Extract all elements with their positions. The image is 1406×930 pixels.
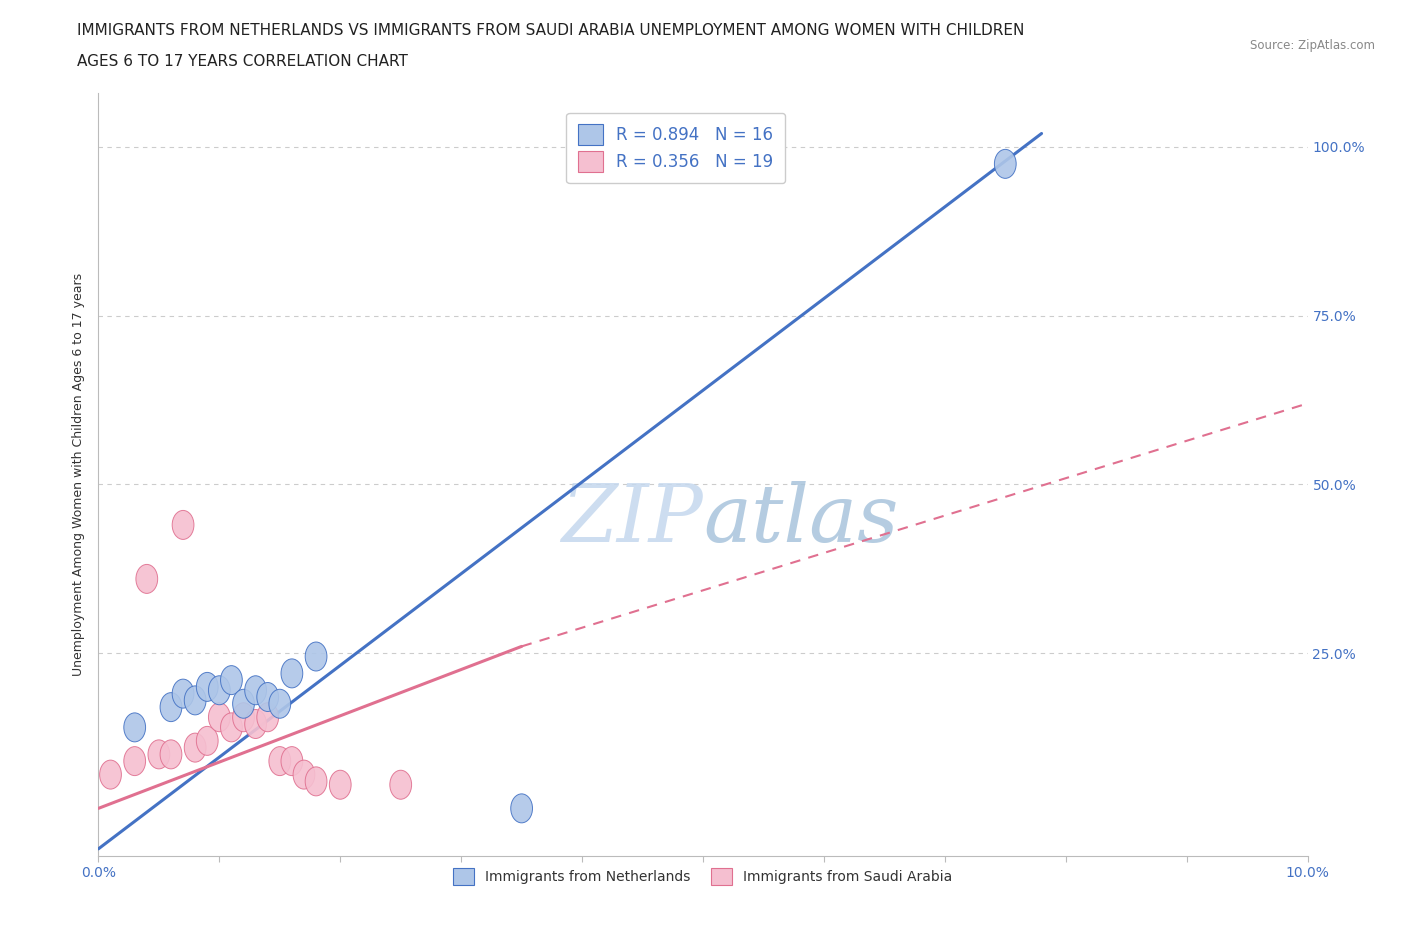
Ellipse shape [208,676,231,705]
Text: IMMIGRANTS FROM NETHERLANDS VS IMMIGRANTS FROM SAUDI ARABIA UNEMPLOYMENT AMONG W: IMMIGRANTS FROM NETHERLANDS VS IMMIGRANT… [77,23,1025,38]
Ellipse shape [389,770,412,799]
Text: atlas: atlas [703,482,898,559]
Ellipse shape [305,767,328,796]
Ellipse shape [221,666,242,695]
Text: ZIP: ZIP [561,482,703,559]
Ellipse shape [245,710,267,738]
Ellipse shape [124,747,146,776]
Ellipse shape [136,565,157,593]
Ellipse shape [172,511,194,539]
Ellipse shape [994,150,1017,179]
Ellipse shape [184,686,207,715]
Ellipse shape [160,740,181,769]
Ellipse shape [245,676,267,705]
Ellipse shape [197,672,218,701]
Text: AGES 6 TO 17 YEARS CORRELATION CHART: AGES 6 TO 17 YEARS CORRELATION CHART [77,54,408,69]
Ellipse shape [221,713,242,742]
Ellipse shape [232,689,254,718]
Ellipse shape [184,733,207,762]
Ellipse shape [232,703,254,732]
Ellipse shape [752,153,775,181]
Ellipse shape [305,642,328,671]
Y-axis label: Unemployment Among Women with Children Ages 6 to 17 years: Unemployment Among Women with Children A… [72,272,86,676]
Ellipse shape [124,713,146,742]
Ellipse shape [281,658,302,688]
Ellipse shape [269,747,291,776]
Ellipse shape [292,760,315,790]
Ellipse shape [281,747,302,776]
Ellipse shape [510,794,533,823]
Ellipse shape [100,760,121,790]
Ellipse shape [148,740,170,769]
Ellipse shape [197,726,218,755]
Ellipse shape [172,679,194,708]
Ellipse shape [160,693,181,722]
Ellipse shape [208,703,231,732]
Legend: Immigrants from Netherlands, Immigrants from Saudi Arabia: Immigrants from Netherlands, Immigrants … [447,862,959,891]
Ellipse shape [269,689,291,718]
Ellipse shape [257,683,278,711]
Ellipse shape [257,703,278,732]
Text: Source: ZipAtlas.com: Source: ZipAtlas.com [1250,39,1375,52]
Ellipse shape [329,770,352,799]
